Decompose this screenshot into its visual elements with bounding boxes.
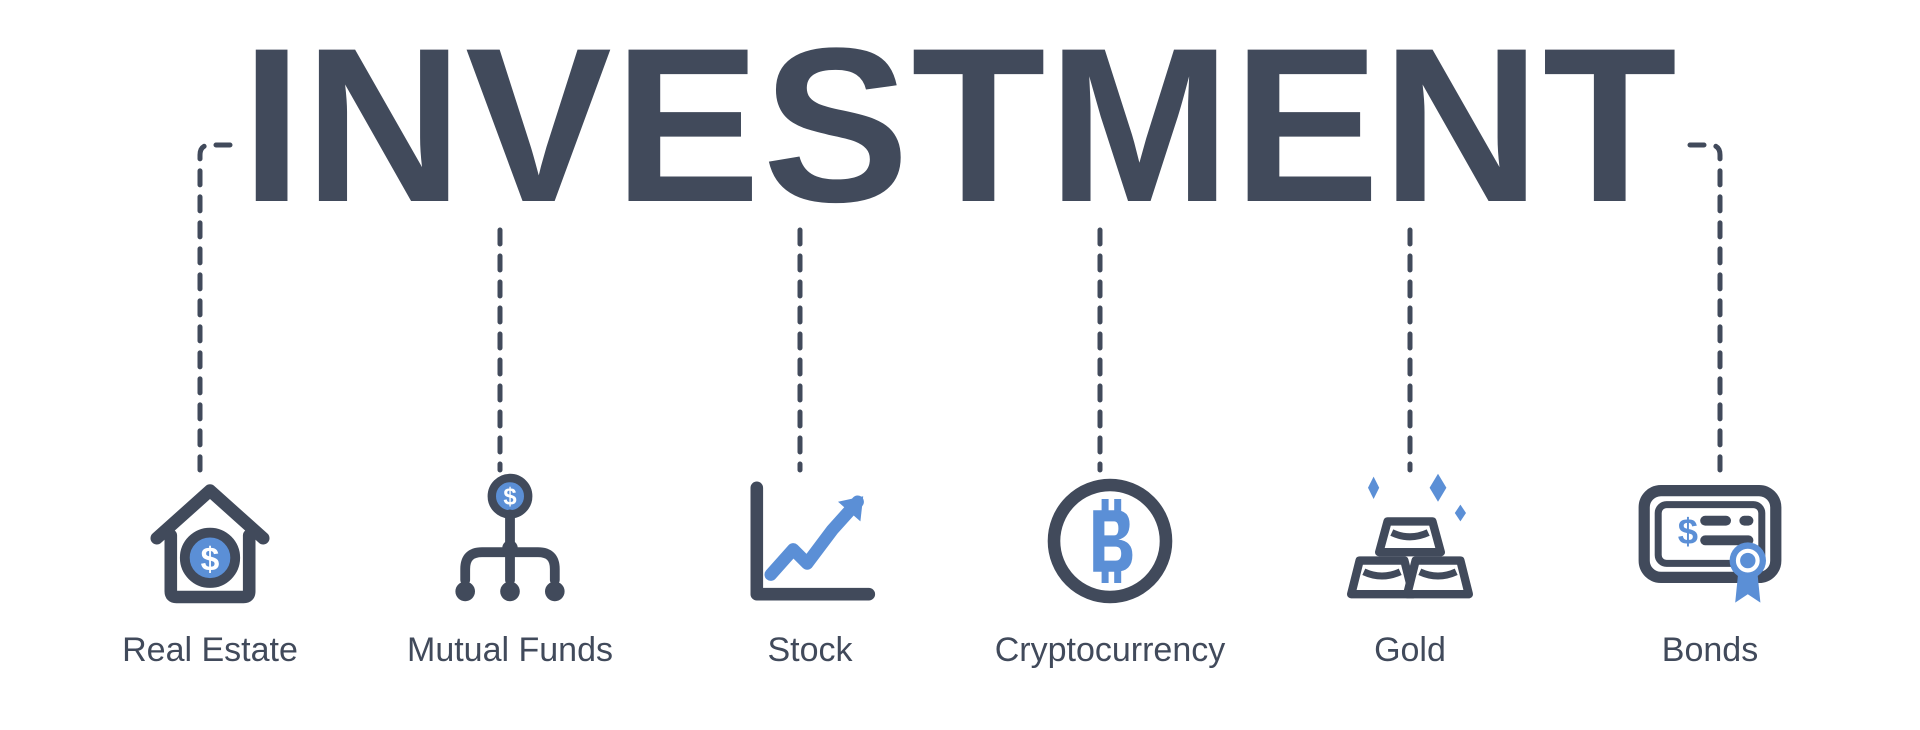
item-gold: Gold bbox=[1270, 471, 1550, 670]
svg-text:$: $ bbox=[503, 484, 516, 511]
bitcoin-icon bbox=[1030, 471, 1190, 611]
item-label: Stock bbox=[767, 631, 852, 670]
item-label: Real Estate bbox=[122, 631, 298, 670]
item-label: Gold bbox=[1374, 631, 1446, 670]
items-row: $ Real Estate $ Mutual Funds bbox=[0, 471, 1920, 670]
svg-text:$: $ bbox=[201, 541, 220, 578]
item-cryptocurrency: Cryptocurrency bbox=[970, 471, 1250, 670]
item-mutual-funds: $ Mutual Funds bbox=[370, 471, 650, 670]
item-label: Cryptocurrency bbox=[995, 631, 1226, 670]
item-label: Mutual Funds bbox=[407, 631, 613, 670]
gold-bars-icon bbox=[1330, 471, 1490, 611]
house-dollar-icon: $ bbox=[130, 471, 290, 611]
item-real-estate: $ Real Estate bbox=[70, 471, 350, 670]
page-title: INVESTMENT bbox=[241, 15, 1679, 235]
item-stock: Stock bbox=[670, 471, 950, 670]
svg-text:$: $ bbox=[1678, 511, 1698, 552]
item-label: Bonds bbox=[1662, 631, 1758, 670]
item-bonds: $ Bonds bbox=[1570, 471, 1850, 670]
bond-certificate-icon: $ bbox=[1630, 471, 1790, 611]
stock-chart-icon bbox=[730, 471, 890, 611]
mutual-funds-icon: $ bbox=[430, 471, 590, 611]
